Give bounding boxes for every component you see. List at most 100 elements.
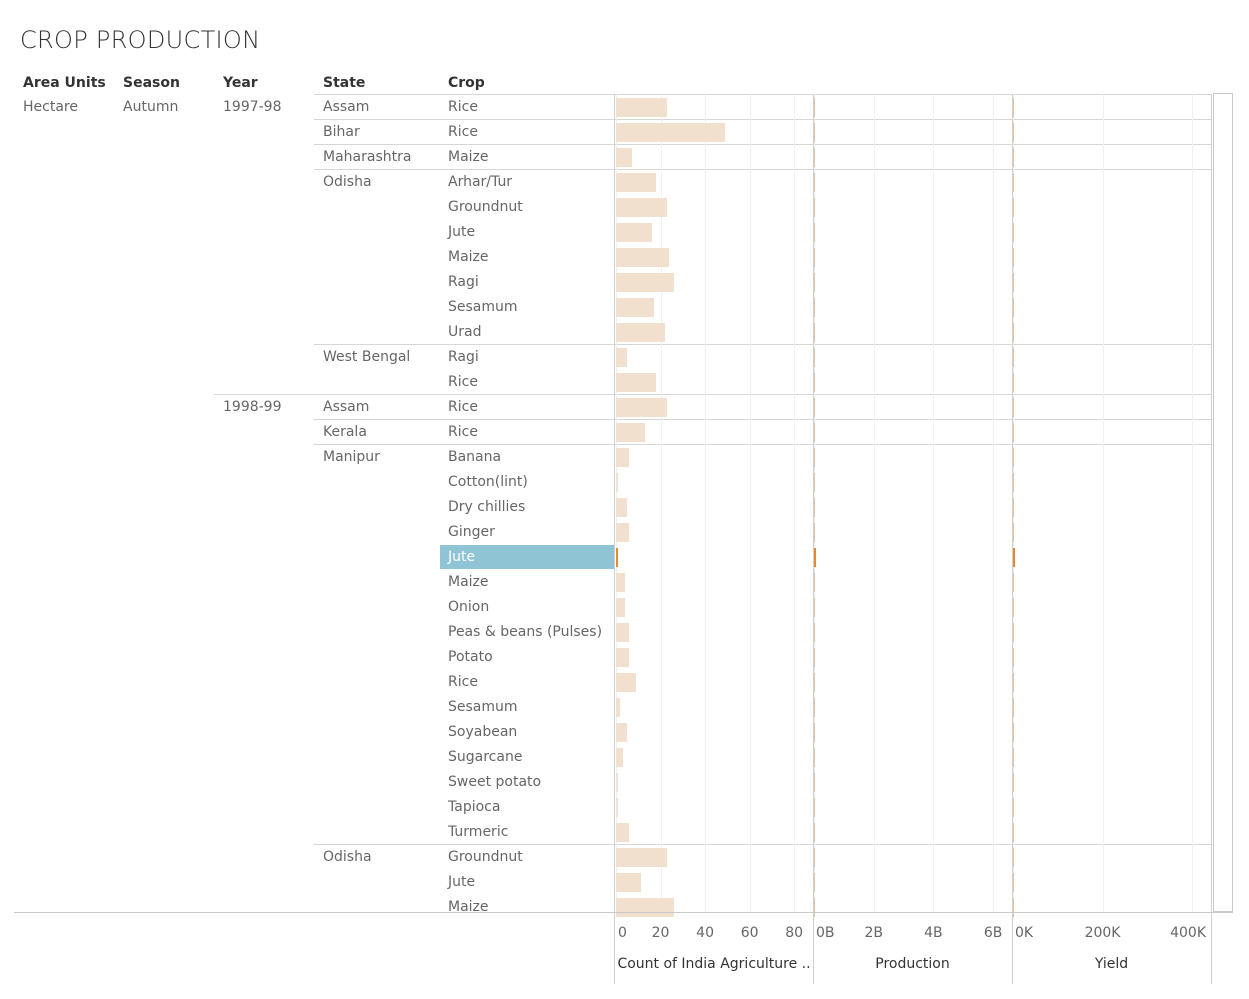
header-year[interactable]: Year <box>223 75 258 91</box>
crop-cell[interactable]: Onion <box>448 599 490 615</box>
state-cell[interactable]: Assam <box>323 99 370 115</box>
production-bar[interactable] <box>814 823 815 842</box>
state-cell[interactable]: Odisha <box>323 849 372 865</box>
production-bar[interactable] <box>814 198 815 217</box>
count-bar[interactable] <box>616 848 668 867</box>
count-bar[interactable] <box>616 348 628 367</box>
crop-cell[interactable]: Jute <box>448 874 476 890</box>
crop-cell[interactable]: Ragi <box>448 349 479 365</box>
count-bar[interactable] <box>616 373 657 392</box>
count-bar[interactable] <box>616 173 657 192</box>
production-bar[interactable] <box>814 573 815 592</box>
yield-bar[interactable] <box>1013 523 1014 542</box>
production-bar[interactable] <box>814 248 815 267</box>
production-bar[interactable] <box>814 748 815 767</box>
count-bar[interactable] <box>616 748 623 767</box>
crop-cell[interactable]: Groundnut <box>448 199 523 215</box>
count-bar[interactable] <box>616 673 637 692</box>
production-bar[interactable] <box>814 523 815 542</box>
count-bar[interactable] <box>616 273 674 292</box>
crop-cell[interactable]: Maize <box>448 149 489 165</box>
yield-bar[interactable] <box>1013 823 1014 842</box>
crop-cell[interactable]: Banana <box>448 449 502 465</box>
crop-cell[interactable]: Dry chillies <box>448 499 526 515</box>
production-bar[interactable] <box>814 423 815 442</box>
crop-cell[interactable]: Rice <box>448 374 478 390</box>
yield-bar[interactable] <box>1013 898 1014 917</box>
yield-bar[interactable] <box>1013 698 1014 717</box>
production-bar[interactable] <box>814 548 816 567</box>
crop-cell[interactable]: Jute <box>448 224 476 240</box>
count-bar[interactable] <box>616 548 618 567</box>
count-bar[interactable] <box>616 498 628 517</box>
count-bar[interactable] <box>616 898 674 917</box>
yield-bar[interactable] <box>1013 773 1014 792</box>
production-bar[interactable] <box>814 123 815 142</box>
production-bar[interactable] <box>814 598 815 617</box>
yield-bar[interactable] <box>1013 148 1014 167</box>
vertical-scrollbar[interactable] <box>1213 93 1233 912</box>
count-bar[interactable] <box>616 223 652 242</box>
yield-bar[interactable] <box>1013 348 1014 367</box>
season-cell[interactable]: Autumn <box>123 99 179 115</box>
production-bar[interactable] <box>814 373 815 392</box>
yield-bar[interactable] <box>1013 648 1014 667</box>
crop-cell[interactable]: Rice <box>448 99 478 115</box>
crop-cell[interactable]: Groundnut <box>448 849 523 865</box>
year-cell[interactable]: 1997-98 <box>223 99 282 115</box>
production-bar[interactable] <box>814 498 815 517</box>
count-bar[interactable] <box>616 448 630 467</box>
state-cell[interactable]: Bihar <box>323 124 360 140</box>
header-area-units[interactable]: Area Units <box>23 75 106 91</box>
crop-cell[interactable]: Ragi <box>448 274 479 290</box>
yield-bar[interactable] <box>1013 748 1014 767</box>
yield-bar[interactable] <box>1013 398 1014 417</box>
production-bar[interactable] <box>814 773 815 792</box>
count-bar[interactable] <box>616 123 726 142</box>
production-bar[interactable] <box>814 98 815 117</box>
count-bar[interactable] <box>616 398 668 417</box>
header-crop[interactable]: Crop <box>448 75 485 91</box>
crop-cell[interactable]: Turmeric <box>448 824 509 840</box>
yield-bar[interactable] <box>1013 98 1014 117</box>
yield-bar[interactable] <box>1013 573 1014 592</box>
state-cell[interactable]: Assam <box>323 399 370 415</box>
yield-bar[interactable] <box>1013 373 1014 392</box>
count-bar[interactable] <box>616 798 619 817</box>
state-cell[interactable]: Kerala <box>323 424 367 440</box>
count-bar[interactable] <box>616 248 670 267</box>
production-bar[interactable] <box>814 673 815 692</box>
production-bar[interactable] <box>814 223 815 242</box>
state-cell[interactable]: Manipur <box>323 449 380 465</box>
production-bar[interactable] <box>814 448 815 467</box>
area-units-cell[interactable]: Hectare <box>23 99 78 115</box>
count-bar[interactable] <box>616 323 665 342</box>
production-bar[interactable] <box>814 648 815 667</box>
production-bar[interactable] <box>814 848 815 867</box>
yield-bar[interactable] <box>1013 423 1014 442</box>
yield-bar[interactable] <box>1013 223 1014 242</box>
count-bar[interactable] <box>616 423 645 442</box>
production-bar[interactable] <box>814 473 815 492</box>
crop-cell[interactable]: Sesamum <box>448 699 518 715</box>
count-bar[interactable] <box>616 698 621 717</box>
crop-cell[interactable]: Tapioca <box>448 799 501 815</box>
production-bar[interactable] <box>814 273 815 292</box>
crop-cell[interactable]: Rice <box>448 124 478 140</box>
production-bar[interactable] <box>814 723 815 742</box>
crop-cell[interactable]: Rice <box>448 424 478 440</box>
crop-cell[interactable]: Maize <box>448 899 489 915</box>
yield-bar[interactable] <box>1013 323 1014 342</box>
production-bar[interactable] <box>814 798 815 817</box>
production-bar[interactable] <box>814 398 815 417</box>
yield-bar[interactable] <box>1013 248 1014 267</box>
crop-cell[interactable]: Jute <box>448 549 476 565</box>
yield-bar[interactable] <box>1013 848 1014 867</box>
crop-cell[interactable]: Ginger <box>448 524 495 540</box>
count-bar[interactable] <box>616 773 619 792</box>
count-bar[interactable] <box>616 573 625 592</box>
yield-bar[interactable] <box>1013 448 1014 467</box>
count-bar[interactable] <box>616 148 632 167</box>
crop-cell[interactable]: Peas & beans (Pulses) <box>448 624 603 640</box>
yield-bar[interactable] <box>1013 173 1014 192</box>
